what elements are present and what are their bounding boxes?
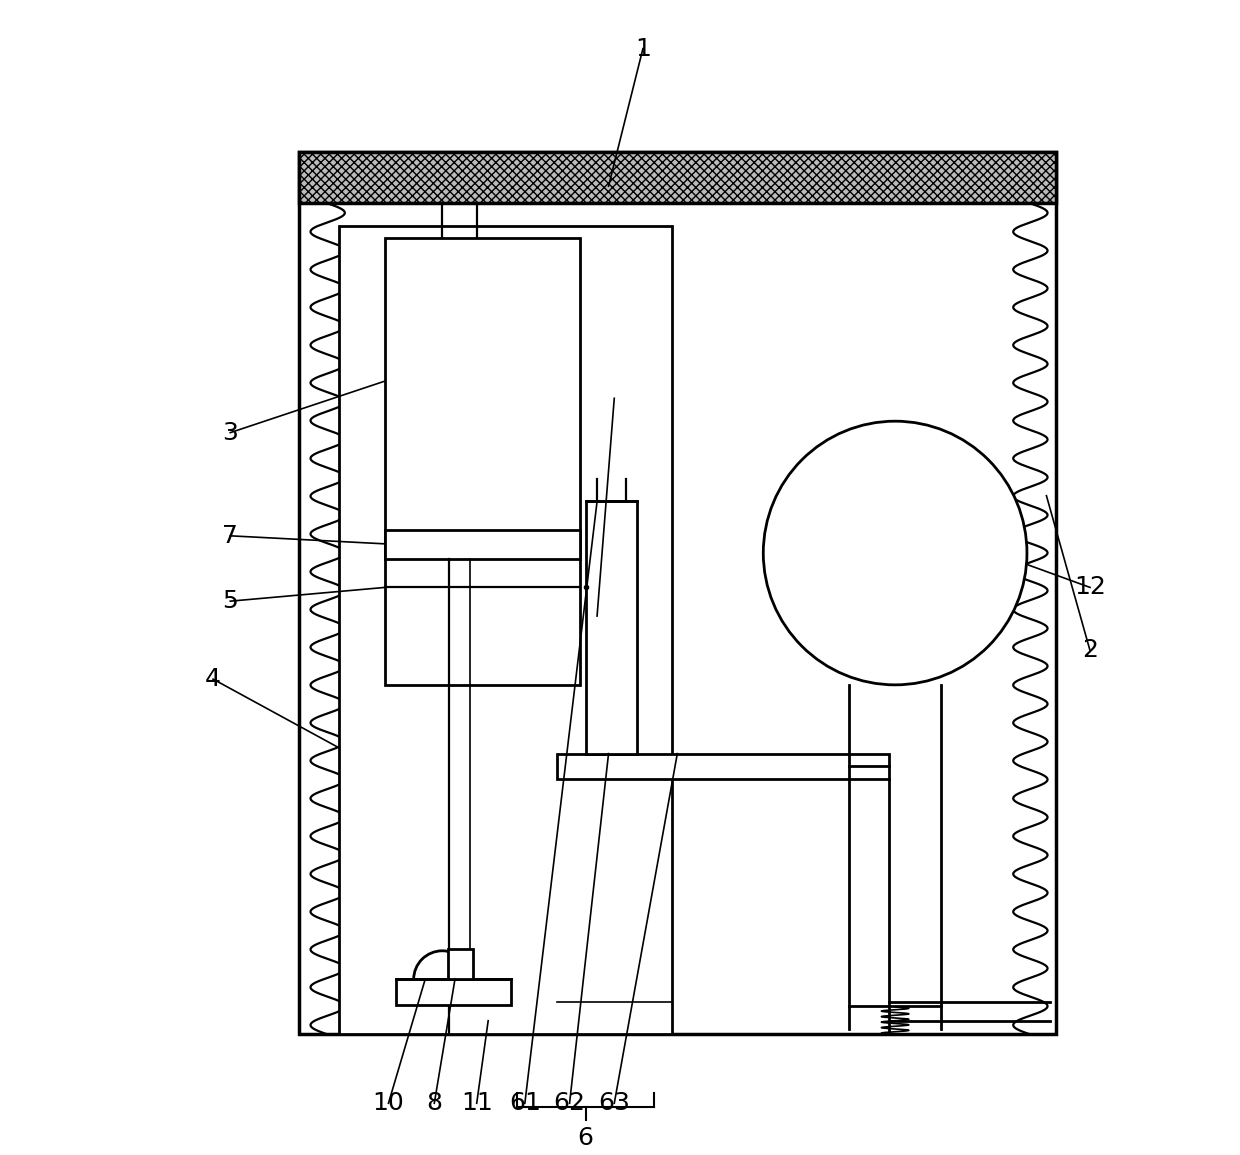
Bar: [340, 226, 672, 1035]
Text: 1: 1: [635, 37, 651, 60]
Bar: [397, 979, 511, 1005]
Bar: [384, 238, 580, 685]
Text: 6: 6: [578, 1126, 594, 1149]
Bar: [384, 530, 580, 559]
Bar: [448, 948, 474, 979]
Text: 10: 10: [372, 1091, 404, 1116]
Bar: [299, 151, 1055, 203]
Bar: [299, 151, 1055, 203]
Bar: [585, 501, 637, 753]
Text: 62: 62: [553, 1091, 585, 1116]
Text: 8: 8: [427, 1091, 443, 1116]
Text: 2: 2: [1083, 639, 1097, 663]
Bar: [557, 753, 889, 778]
Text: 3: 3: [222, 420, 238, 445]
Text: 61: 61: [508, 1091, 541, 1116]
Text: 7: 7: [222, 524, 238, 547]
Text: 5: 5: [222, 589, 238, 613]
Text: 11: 11: [461, 1091, 492, 1116]
Text: 12: 12: [1074, 575, 1106, 599]
Text: 4: 4: [205, 668, 221, 691]
Bar: [299, 151, 1055, 1035]
Circle shape: [764, 422, 1027, 685]
Text: 63: 63: [599, 1091, 630, 1116]
